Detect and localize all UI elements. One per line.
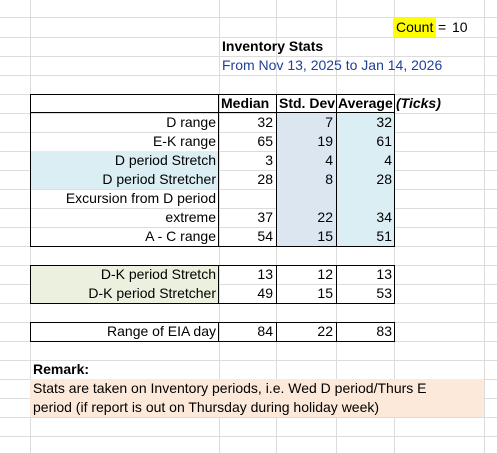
std-value: 22 <box>317 209 333 225</box>
table-col-divider <box>218 322 219 342</box>
avg-value: 32 <box>376 114 392 130</box>
avg-value: 51 <box>376 228 392 244</box>
remark-line2: period (if report is out on Thursday dur… <box>33 399 380 415</box>
std-value: 19 <box>317 133 333 149</box>
count-highlight <box>393 18 436 37</box>
avg-value: 28 <box>376 171 392 187</box>
header-underline <box>30 112 395 113</box>
row-label: A - C range <box>145 228 216 244</box>
std-value: 15 <box>317 228 333 244</box>
stretch-rows-avg-fill <box>336 113 394 246</box>
median-value: 32 <box>257 114 273 130</box>
row-label-line1: Excursion from D period <box>65 190 216 206</box>
median-value: 28 <box>257 171 273 187</box>
avg-value: 83 <box>376 323 392 339</box>
remark-title: Remark: <box>33 361 90 377</box>
column-header-std-dev: Std. Dev <box>279 95 335 111</box>
row-label: D-K period Stretch <box>100 266 216 282</box>
avg-value: 34 <box>376 209 392 225</box>
table-col-divider <box>336 265 337 304</box>
std-value: 8 <box>325 171 333 187</box>
row-label: D period Stretcher <box>102 171 216 187</box>
avg-value: 13 <box>376 266 392 282</box>
avg-value: 4 <box>384 152 392 168</box>
median-value: 65 <box>257 133 273 149</box>
median-value: 49 <box>257 285 273 301</box>
median-value: 37 <box>257 209 273 225</box>
std-value: 7 <box>325 114 333 130</box>
row-label: Range of EIA day <box>107 323 216 339</box>
row-label: D-K period Stretcher <box>88 285 216 301</box>
table-col-divider <box>218 265 219 304</box>
median-value: 84 <box>257 323 273 339</box>
stats-table <box>30 94 395 247</box>
row-label: E-K range <box>152 133 216 149</box>
date-range: From Nov 13, 2025 to Jan 14, 2026 <box>222 57 443 73</box>
page-title: Inventory Stats <box>222 38 324 54</box>
median-value: 3 <box>265 152 273 168</box>
std-value: 22 <box>317 323 333 339</box>
table-col-divider <box>276 94 277 247</box>
count-equals: = <box>438 19 447 35</box>
count-label: Count <box>396 19 434 35</box>
eia-table <box>30 322 395 342</box>
remark-line1: Stats are taken on Inventory periods, i.… <box>33 380 427 396</box>
table-col-divider <box>276 322 277 342</box>
row-label: extreme <box>165 209 216 225</box>
dk-table <box>30 265 395 304</box>
table-col-divider <box>218 94 219 247</box>
column-header-average: Average <box>338 95 393 111</box>
table-col-divider <box>336 322 337 342</box>
avg-value: 53 <box>376 285 392 301</box>
row-label: D range <box>166 114 216 130</box>
dk-rows-fill <box>30 265 219 303</box>
remark-fill <box>30 379 484 417</box>
stretch-rows-fill <box>30 151 219 189</box>
table-col-divider <box>336 94 337 247</box>
column-header-median: Median <box>221 95 270 111</box>
median-value: 54 <box>257 228 273 244</box>
std-value: 4 <box>325 152 333 168</box>
table-col-divider <box>276 265 277 304</box>
count-value: 10 <box>452 19 468 35</box>
row-label: D period Stretch <box>114 152 216 168</box>
column-header-ticks: (Ticks) <box>396 95 441 111</box>
median-value: 13 <box>257 266 273 282</box>
std-value: 12 <box>317 266 333 282</box>
std-value: 15 <box>317 285 333 301</box>
avg-value: 61 <box>376 133 392 149</box>
